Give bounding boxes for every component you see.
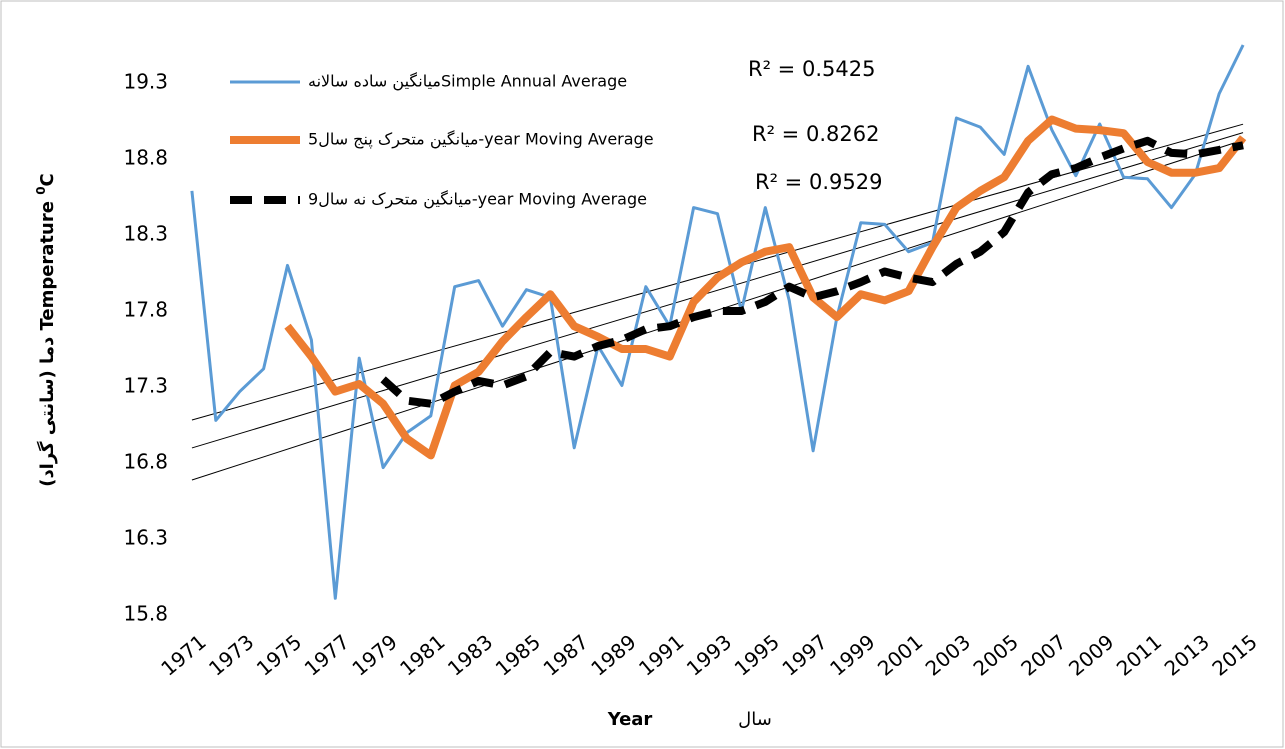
- y-label-unit: C: [37, 173, 58, 186]
- y-tick-label: 16.3: [123, 526, 168, 550]
- r-squared: R² = 0.5425: [748, 57, 875, 81]
- y-tick-label: 18.3: [123, 222, 168, 246]
- x-axis-label-fa: سال: [738, 709, 772, 730]
- legend-label: میانگین متحرک پنج سال5-year Moving Avera…: [308, 130, 654, 150]
- series-line: [284, 115, 1247, 460]
- x-axis-label: Year: [607, 709, 653, 730]
- y-tick-label: 18.8: [123, 146, 168, 170]
- r-squared: R² = 0.9529: [755, 170, 882, 194]
- y-label-text: دما (سانتی گراد) Temperature: [36, 195, 58, 487]
- legend-label: میانگین متحرک نه سال9-year Moving Averag…: [308, 190, 647, 210]
- y-tick-label: 19.3: [123, 70, 168, 94]
- trendline: [191, 139, 1244, 481]
- y-tick-label: 16.8: [123, 450, 168, 474]
- r-squared: R² = 0.8262: [752, 122, 879, 146]
- y-axis-label: دما (سانتی گراد) Temperature 0C: [34, 173, 59, 487]
- y-tick-label: 17.3: [123, 374, 168, 398]
- trendline: [191, 123, 1244, 421]
- y-tick-label: 17.8: [123, 298, 168, 322]
- legend-label: میانگین ساده سالانهSimple Annual Average: [308, 72, 627, 92]
- y-tick-label: 15.8: [123, 602, 168, 626]
- y-label-sup: 0: [34, 186, 48, 194]
